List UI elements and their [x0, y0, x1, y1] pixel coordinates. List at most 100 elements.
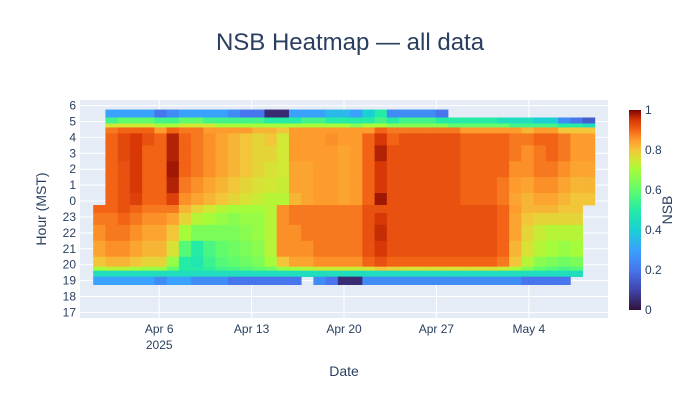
heatmap-cell — [264, 123, 278, 128]
heatmap-cell — [117, 127, 131, 134]
y-tick-label: 18 — [63, 290, 77, 304]
heatmap-cell — [178, 177, 192, 194]
heatmap-cell — [227, 133, 241, 146]
heatmap-cell — [350, 123, 363, 128]
heatmap-cell — [325, 256, 339, 268]
heatmap-cell — [178, 109, 192, 118]
heatmap-cell — [93, 224, 106, 242]
heatmap-cell — [533, 224, 547, 242]
heatmap-cell — [288, 193, 302, 206]
heatmap-cell — [276, 145, 290, 162]
heatmap-cell — [337, 193, 351, 206]
heatmap-cell — [423, 205, 437, 214]
heatmap-cell — [374, 276, 388, 285]
heatmap-cell — [509, 205, 522, 214]
heatmap-cell — [545, 212, 559, 226]
heatmap-cell — [545, 224, 559, 242]
heatmap-cell — [350, 212, 363, 226]
heatmap-cell — [399, 193, 412, 206]
heatmap-cell — [386, 133, 400, 146]
heatmap-cell — [129, 224, 143, 242]
heatmap-cell — [558, 145, 571, 162]
heatmap-cell — [509, 127, 522, 134]
heatmap-cell — [142, 276, 155, 285]
heatmap-cell — [105, 266, 119, 272]
heatmap-cell — [509, 123, 522, 128]
heatmap-cell — [252, 145, 265, 162]
heatmap-cell — [93, 270, 106, 278]
heatmap-cell — [484, 145, 498, 162]
heatmap-cell — [264, 256, 278, 268]
heatmap-cell — [484, 212, 498, 226]
heatmap-cell — [435, 212, 449, 226]
heatmap-cell — [472, 193, 486, 206]
heatmap-cell — [215, 133, 229, 146]
heatmap-cell — [288, 161, 302, 178]
heatmap-cell — [264, 177, 278, 194]
heatmap-cell — [374, 127, 388, 134]
heatmap-cell — [496, 177, 510, 194]
heatmap-cell — [313, 109, 327, 118]
colorbar-title: NSB — [659, 196, 675, 225]
heatmap-cell — [521, 276, 535, 285]
heatmap-cell — [337, 205, 351, 214]
heatmap-cell — [166, 177, 180, 194]
heatmap-cell — [142, 240, 155, 258]
heatmap-cell — [399, 177, 412, 194]
x-axis-title: Date — [329, 363, 359, 379]
heatmap-cell — [301, 205, 314, 214]
heatmap-cell — [301, 193, 314, 206]
heatmap-cell — [447, 205, 461, 214]
heatmap-cell — [105, 276, 119, 285]
heatmap-cell — [374, 193, 388, 206]
heatmap-cell — [423, 266, 437, 272]
colorbar-tick-label: 0.2 — [645, 263, 662, 277]
heatmap-cell — [203, 117, 216, 124]
heatmap-cell — [435, 270, 449, 278]
heatmap-cell — [374, 117, 388, 124]
heatmap-cell — [423, 127, 437, 134]
heatmap-cell — [460, 256, 473, 268]
heatmap-cell — [227, 224, 241, 242]
heatmap-cell — [105, 240, 119, 258]
heatmap-cell — [313, 161, 327, 178]
heatmap-cell — [276, 240, 290, 258]
heatmap-cell — [240, 127, 253, 134]
heatmap-cell — [484, 133, 498, 146]
heatmap-cell — [227, 193, 241, 206]
heatmap-cell — [276, 256, 290, 268]
heatmap-cell — [399, 123, 412, 128]
heatmap-cell — [166, 270, 180, 278]
heatmap-cell — [350, 177, 363, 194]
heatmap-cell — [399, 256, 412, 268]
heatmap-cell — [166, 117, 180, 124]
heatmap-cell — [362, 256, 375, 268]
heatmap-cell — [558, 256, 571, 268]
heatmap-cell — [191, 224, 204, 242]
heatmap-cell — [350, 127, 363, 134]
heatmap-cell — [105, 256, 119, 268]
heatmap-cell — [301, 127, 314, 134]
heatmap-cell — [154, 127, 167, 134]
heatmap-cell — [423, 256, 437, 268]
heatmap-cell — [142, 205, 155, 214]
heatmap-cell — [227, 276, 241, 285]
heatmap-cell — [350, 240, 363, 258]
heatmap-cell — [337, 212, 351, 226]
heatmap-cell — [191, 276, 204, 285]
heatmap-cell — [288, 270, 302, 278]
heatmap-cell — [129, 205, 143, 214]
heatmap-cell — [117, 193, 131, 206]
heatmap-cell — [166, 266, 180, 272]
heatmap-cell — [411, 205, 424, 214]
heatmap-cell — [264, 276, 278, 285]
heatmap-cell — [215, 177, 229, 194]
heatmap-cell — [337, 266, 351, 272]
heatmap-cell — [301, 161, 314, 178]
heatmap-cell — [521, 224, 535, 242]
heatmap-cell — [545, 161, 559, 178]
heatmap-cell — [178, 276, 192, 285]
heatmap-cell — [386, 256, 400, 268]
heatmap-cell — [484, 127, 498, 134]
heatmap-cell — [252, 177, 265, 194]
